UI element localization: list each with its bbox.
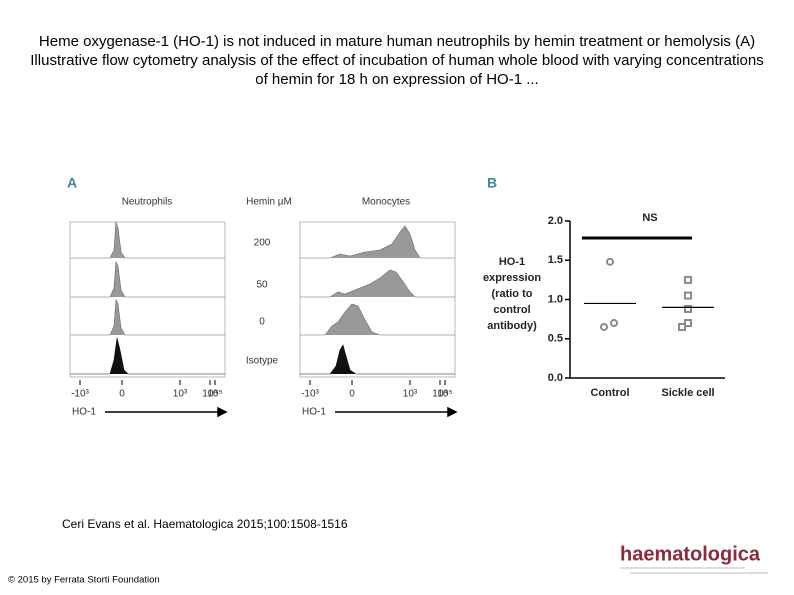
data-point	[684, 304, 692, 313]
citation: Ceri Evans et al. Haematologica 2015;100…	[62, 517, 348, 531]
y-axis-label: HO-1	[499, 256, 525, 268]
x-tick-label: 10⁵	[437, 389, 452, 400]
y-axis-label: (ratio to	[492, 288, 533, 300]
logo-subtext	[620, 567, 768, 574]
logo: haematologica	[620, 543, 761, 565]
y-tick-label: 2.0	[548, 215, 563, 227]
neutrophil-histograms	[70, 221, 225, 375]
row-label: 0	[259, 317, 265, 328]
row-label: Isotype	[246, 356, 279, 367]
column-header: Monocytes	[362, 197, 410, 208]
x-tick-label: -10³	[301, 389, 319, 400]
x-tick-label: 10⁴	[202, 389, 217, 400]
x-tick-label: Sickle cell	[661, 387, 714, 399]
data-point	[610, 319, 618, 328]
y-axis-label: control	[493, 304, 530, 316]
annotation: NS	[642, 212, 657, 224]
x-tick-label: 10⁴	[432, 389, 447, 400]
data-point	[684, 275, 692, 284]
x-tick-label: -10³	[71, 389, 89, 400]
data-point	[684, 291, 692, 300]
data-point	[678, 322, 686, 331]
y-axis-label: antibody)	[487, 320, 537, 332]
data-point	[600, 322, 608, 331]
plot-frames	[69, 221, 456, 378]
panel-label: A	[67, 175, 77, 191]
panel-label: B	[487, 175, 497, 191]
y-tick-label: 1.0	[548, 293, 563, 305]
column-header: Neutrophils	[122, 197, 173, 208]
monocyte-histograms	[300, 225, 455, 375]
y-tick-label: 0.5	[548, 333, 563, 345]
y-tick-label: 0.0	[548, 372, 563, 384]
x-axis-label: HO-1	[72, 407, 96, 418]
slide-title: Heme oxygenase-1 (HO-1) is not induced i…	[30, 33, 764, 88]
x-tick-label: 10⁵	[207, 389, 222, 400]
data-point	[606, 257, 614, 266]
axis-arrows	[105, 406, 458, 418]
x-tick-label: 0	[349, 389, 355, 400]
x-axis-label: HO-1	[302, 407, 326, 418]
x-tick-label: 0	[119, 389, 125, 400]
row-label: 50	[256, 280, 268, 291]
x-tick-label: 10³	[403, 389, 418, 400]
x-tick-label: Control	[590, 387, 629, 399]
row-label: 200	[254, 238, 271, 249]
x-tick-label: 10³	[173, 389, 188, 400]
y-axis-label: expression	[483, 272, 541, 284]
copyright: © 2015 by Ferrata Storti Foundation	[8, 575, 160, 586]
y-tick-label: 1.5	[548, 254, 563, 266]
column-header: Hemin µM	[246, 197, 292, 208]
